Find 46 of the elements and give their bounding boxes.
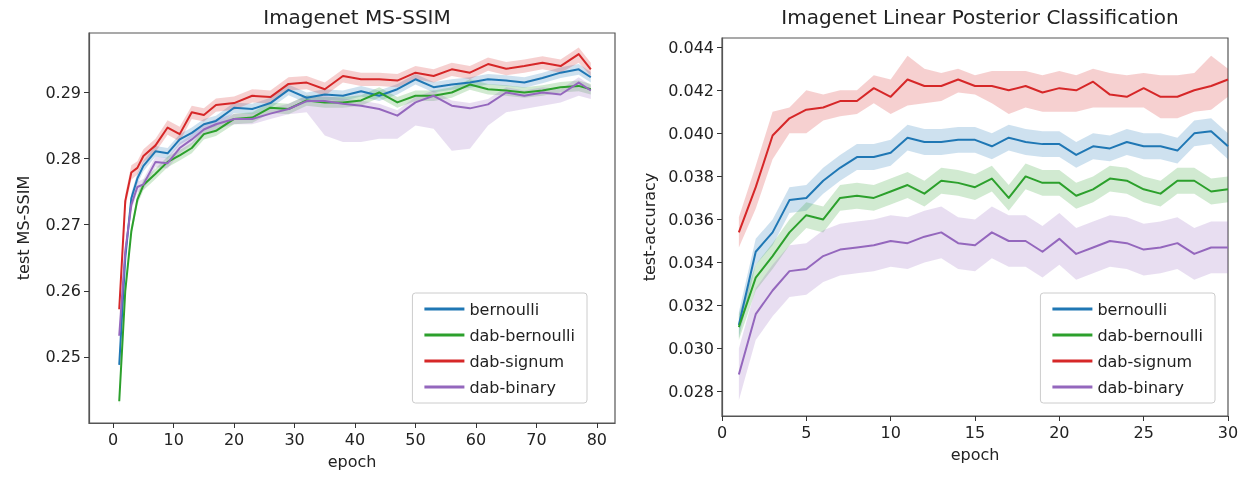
y-tick-label: 0.042: [668, 80, 714, 100]
x-axis-title: epoch: [950, 444, 1000, 464]
x-tick-label: 10: [880, 422, 901, 442]
x-tick-label: 50: [405, 429, 426, 449]
x-tick-label: 30: [1217, 422, 1239, 442]
y-tick-label: 0.26: [45, 281, 81, 301]
y-tick-label: 0.028: [668, 382, 714, 402]
x-tick-label: 20: [1049, 422, 1070, 442]
legend-label: dab-signum: [469, 351, 565, 371]
chart-title: Imagenet MS-SSIM: [263, 5, 451, 29]
y-tick-label: 0.030: [668, 339, 714, 359]
x-tick-label: 80: [586, 429, 608, 449]
legend-label: dab-signum: [1097, 351, 1193, 371]
x-tick-label: 0: [716, 422, 728, 442]
legend-label: bernoulli: [469, 299, 540, 319]
y-axis-title: test MS-SSIM: [13, 175, 33, 281]
y-axis-title: test-accuracy: [639, 172, 659, 282]
x-tick-label: 30: [284, 429, 305, 449]
line-series: [737, 231, 1229, 376]
x-tick-label: 25: [1133, 422, 1154, 442]
x-tick-label: 60: [465, 429, 487, 449]
y-tick-label: 0.032: [668, 296, 714, 316]
y-tick-label: 0.038: [668, 166, 714, 186]
x-tick-label: 40: [344, 429, 366, 449]
y-tick-label: 0.036: [668, 209, 714, 229]
legend-label: dab-binary: [1097, 377, 1184, 397]
x-tick-label: 5: [801, 422, 812, 442]
chart-title: Imagenet Linear Posterior Classification: [781, 5, 1179, 29]
x-tick-label: 20: [223, 429, 245, 449]
x-tick-label: 10: [163, 429, 184, 449]
x-tick-label: 0: [108, 429, 119, 449]
x-axis-title: epoch: [327, 451, 377, 471]
line-series: [737, 78, 1229, 234]
legend-label: dab-bernoulli: [1097, 325, 1203, 345]
x-tick-label: 70: [526, 429, 547, 449]
y-tick-label: 0.28: [45, 149, 81, 169]
y-tick-label: 0.044: [668, 37, 714, 57]
legend-label: dab-binary: [469, 377, 556, 397]
y-tick-label: 0.25: [45, 347, 81, 367]
legend-label: dab-bernoulli: [469, 325, 575, 345]
legend-label: bernoulli: [1097, 299, 1168, 319]
y-tick-label: 0.29: [45, 82, 81, 102]
y-tick-label: 0.27: [45, 215, 81, 235]
y-tick-label: 0.034: [668, 253, 714, 273]
y-tick-label: 0.040: [668, 123, 714, 143]
x-tick-label: 15: [964, 422, 986, 442]
